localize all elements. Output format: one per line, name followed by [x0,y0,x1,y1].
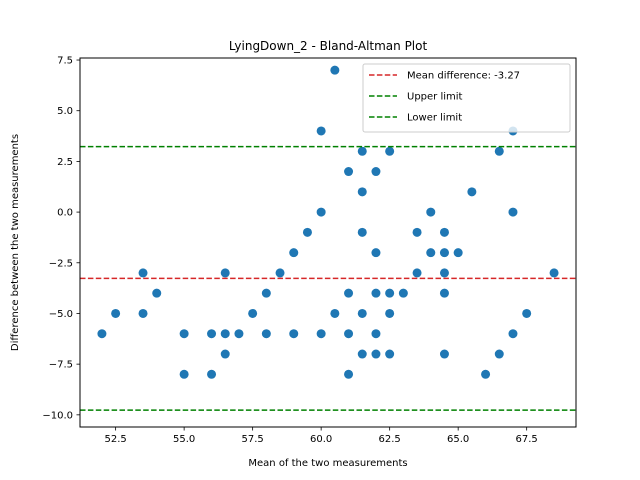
x-tick-label: 67.5 [516,434,538,445]
data-point [439,248,449,258]
y-tick-label: −5.0 [49,309,73,320]
data-point [494,146,504,156]
x-axis: 52.5 55.0 57.5 60.0 62.5 65.0 67.5 [104,427,538,445]
legend-label: Lower limit [407,113,462,124]
y-tick-label: −10.0 [42,410,73,421]
data-point [248,308,258,318]
data-point [481,369,491,379]
y-axis-title: Difference between the two measurements [10,134,21,351]
data-point [371,329,381,339]
data-point [508,329,518,339]
data-point [302,227,312,237]
data-point [371,167,381,177]
data-point [234,329,244,339]
x-tick-label: 65.0 [447,434,469,445]
data-point [261,288,271,298]
y-tick-label: 7.5 [57,56,73,67]
data-point [439,288,449,298]
data-point [330,65,340,75]
y-axis: 7.5 5.0 2.5 0.0 −2.5 −5.0 −7.5 −10.0 [42,56,80,421]
x-axis-title: Mean of the two measurements [248,458,407,469]
data-point [220,349,230,359]
data-point [316,329,326,339]
data-point [111,308,121,318]
data-point [385,308,395,318]
legend: Mean difference: -3.27 Upper limit Lower l… [362,63,571,133]
data-point [439,268,449,278]
data-point [371,288,381,298]
y-tick-label: −2.5 [49,258,73,269]
data-point [439,227,449,237]
data-point [261,329,271,339]
x-tick-label: 57.5 [242,434,264,445]
data-point [412,268,422,278]
data-point [344,329,354,339]
data-point [508,207,518,217]
data-point [344,369,354,379]
data-point [357,308,367,318]
legend-label: Upper limit [407,92,463,103]
data-point [357,349,367,359]
y-tick-label: 2.5 [57,157,73,168]
x-tick-label: 62.5 [379,434,401,445]
data-point [138,308,148,318]
data-point [316,126,326,136]
reference-lines [80,145,576,411]
data-point [357,227,367,237]
chart-title: LyingDown_2 - Bland-Altman Plot [229,39,428,53]
data-point [97,329,107,339]
data-point [179,369,189,379]
points-layer [97,65,559,379]
data-point [522,308,532,318]
data-point [289,329,299,339]
data-point [207,369,217,379]
x-tick-label: 55.0 [173,434,195,445]
y-tick-label: 0.0 [57,208,73,219]
legend-box [362,63,571,133]
data-point [357,146,367,156]
data-point [138,268,148,278]
data-point [426,207,436,217]
data-point [316,207,326,217]
data-point [152,288,162,298]
data-point [494,349,504,359]
plot-frame [79,57,577,428]
data-point [412,227,422,237]
y-tick-label: −7.5 [49,360,73,371]
data-point [371,349,381,359]
data-point [207,329,217,339]
x-tick-label: 52.5 [104,434,126,445]
data-point [467,187,477,197]
data-point [357,187,367,197]
x-tick-label: 60.0 [310,434,332,445]
data-point [220,329,230,339]
y-tick-label: 5.0 [57,106,73,117]
data-point [289,248,299,258]
data-point [275,268,285,278]
data-point [453,248,463,258]
data-point [439,349,449,359]
data-point [371,248,381,258]
data-point [385,288,395,298]
data-point [385,146,395,156]
data-point [179,329,189,339]
data-point [426,248,436,258]
legend-label: Mean difference: -3.27 [407,71,520,82]
data-point [344,288,354,298]
data-point [398,288,408,298]
data-point [220,268,230,278]
data-point [344,167,354,177]
data-point [330,308,340,318]
data-point [385,349,395,359]
data-point [549,268,559,278]
